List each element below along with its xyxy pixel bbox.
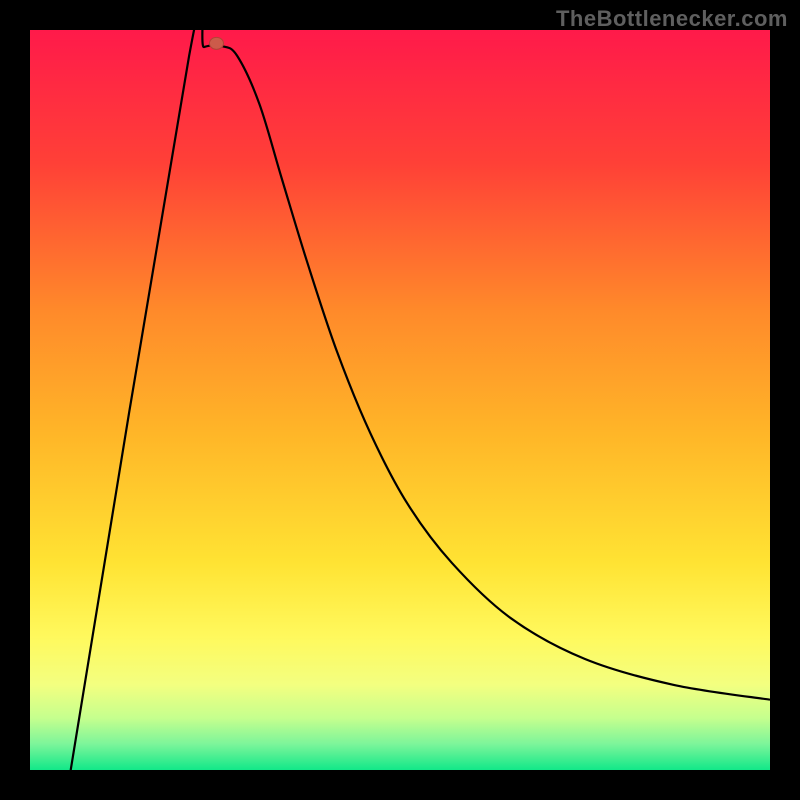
bottleneck-chart [0,0,800,800]
plot-background [30,30,770,770]
figure-root: TheBottlenecker.com [0,0,800,800]
optimal-point-marker [209,37,223,49]
